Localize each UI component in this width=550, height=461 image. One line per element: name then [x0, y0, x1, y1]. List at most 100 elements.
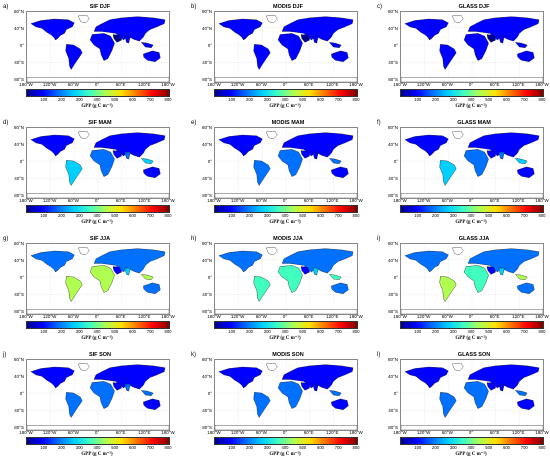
colorbar-tick-label: 600: [317, 445, 324, 450]
longitude-tick-label: 120°W: [416, 314, 431, 319]
world-map: [26, 127, 170, 199]
colorbar-tick-label: 200: [432, 445, 439, 450]
africa-landmass: [277, 265, 303, 293]
colorbar-tick-label: 600: [317, 329, 324, 334]
longitude-tick-label: 0°: [282, 314, 288, 319]
colorbar-tick-label: 800: [538, 97, 546, 102]
colorbar-tick-label: 400: [467, 97, 475, 102]
greenland-landmass: [78, 246, 90, 256]
colorbar: [400, 89, 544, 97]
colorbar: [400, 321, 544, 329]
australia-landmass: [331, 50, 349, 62]
longitude-tick-label: 60°E: [303, 198, 314, 203]
colorbar-tick-label: 300: [263, 445, 271, 450]
south-america-landmass: [253, 392, 271, 418]
panel-title: GLASS MAM: [457, 120, 491, 126]
greenland-landmass: [78, 130, 90, 140]
south-america-landmass: [439, 392, 457, 418]
colorbar-tick-label: 700: [520, 213, 528, 218]
latitude-tick-label: 40°N: [387, 142, 398, 147]
panel-title: MODIS JJA: [273, 236, 303, 242]
latitude-tick-label: 40°S: [388, 292, 398, 297]
latitude-tick-label: 40°S: [388, 176, 398, 181]
latitude-tick-label: 40°N: [387, 258, 398, 263]
panel-letter: f): [377, 120, 381, 126]
longitude-tick-label: 120°W: [42, 314, 57, 319]
north-america-landmass: [30, 18, 75, 41]
arabia-landmass: [300, 34, 310, 43]
colorbar-tick-label: 100: [40, 97, 48, 102]
australia-landmass: [517, 398, 535, 410]
longitude-tick-label: 180°W: [349, 314, 363, 319]
longitude-tick-label: 180°W: [535, 314, 549, 319]
colorbar-label: GPP (g C m⁻²): [81, 336, 113, 341]
greenland-landmass: [452, 246, 464, 256]
colorbar-label: GPP (g C m⁻²): [455, 104, 487, 109]
colorbar-tick-label: 400: [281, 445, 289, 450]
longitude-tick-label: 0°: [468, 82, 474, 87]
africa-landmass: [463, 265, 489, 293]
map-canvas: [401, 360, 543, 430]
colorbar: [214, 89, 358, 97]
colorbar-tick-label: 400: [281, 97, 289, 102]
africa-landmass: [89, 33, 115, 61]
colorbar-tick-label: 100: [414, 213, 422, 218]
india-landmass: [498, 151, 505, 160]
longitude-tick-label: 120°W: [230, 314, 245, 319]
longitude-tick-label: 60°E: [115, 82, 126, 87]
colorbar-label: GPP (g C m⁻²): [455, 220, 487, 225]
arabia-landmass: [112, 150, 122, 159]
antarctica-landmass: [215, 193, 357, 198]
colorbar: [26, 89, 170, 97]
latitude-tick-label: 0°: [393, 391, 398, 396]
map-panel: g) SIF JJA 80°N 40°N 0° 40°S 80°S 180°W 120°W 60°…: [0, 232, 175, 345]
colorbar: [400, 205, 544, 213]
australia-landmass: [143, 166, 161, 178]
panel-letter: c): [377, 4, 382, 10]
map-panel: a) SIF DJF 80°N 40°N 0° 40°S 80°S 180°W 120°W 60°…: [0, 0, 175, 113]
world-map: [26, 11, 170, 83]
latitude-tick-label: 80°S: [202, 309, 212, 314]
panel-title: SIF JJA: [89, 236, 111, 242]
latitude-tick-label: 80°S: [388, 193, 398, 198]
colorbar-tick-label: 200: [246, 329, 253, 334]
colorbar-tick-label: 200: [58, 97, 65, 102]
longitude-tick-label: 0°: [282, 430, 288, 435]
arabia-landmass: [300, 150, 310, 159]
colorbar: [26, 321, 170, 329]
longitude-tick-label: 180°W: [393, 314, 407, 319]
longitude-tick-label: 120°W: [416, 82, 431, 87]
map-panel: f) GLASS MAM 80°N 40°N 0° 40°S 80°S 180°W 120°W 6…: [374, 116, 549, 229]
latitude-tick-label: 80°N: [201, 125, 212, 130]
colorbar-tick-label: 300: [75, 445, 83, 450]
latitude-tick-label: 80°N: [387, 125, 398, 130]
colorbar-tick-label: 700: [334, 213, 342, 218]
latitude-tick-label: 80°S: [14, 77, 24, 82]
map-panel: d) SIF MAM 80°N 40°N 0° 40°S 80°S 180°W 120°W 60°…: [0, 116, 175, 229]
longitude-tick-label: 120°E: [326, 82, 339, 87]
world-map: [26, 359, 170, 431]
longitude-tick-label: 180°W: [349, 198, 363, 203]
latitude-tick-label: 0°: [393, 159, 398, 164]
latitude-tick-label: 80°S: [14, 193, 24, 198]
latitude-tick-label: 40°N: [201, 142, 212, 147]
longitude-tick-label: 120°E: [326, 198, 339, 203]
panel-title: SIF DJF: [89, 4, 111, 10]
south-america-landmass: [253, 160, 271, 186]
latitude-tick-label: 0°: [207, 159, 212, 164]
antarctica-landmass: [27, 193, 169, 198]
longitude-tick-label: 120°E: [138, 430, 151, 435]
panel-title: MODIS SON: [272, 352, 304, 358]
colorbar-tick-label: 600: [317, 97, 324, 102]
australia-landmass: [517, 166, 535, 178]
latitude-tick-label: 40°S: [14, 292, 24, 297]
latitude-tick-label: 0°: [19, 159, 24, 164]
colorbar-tick-label: 100: [228, 213, 236, 218]
latitude-tick-label: 40°S: [388, 408, 398, 413]
colorbar-tick-label: 600: [503, 213, 510, 218]
colorbar-tick-label: 200: [432, 97, 439, 102]
longitude-tick-label: 180°W: [161, 82, 175, 87]
antarctica-landmass: [401, 193, 543, 198]
australia-landmass: [331, 166, 349, 178]
map-canvas: [27, 244, 169, 314]
